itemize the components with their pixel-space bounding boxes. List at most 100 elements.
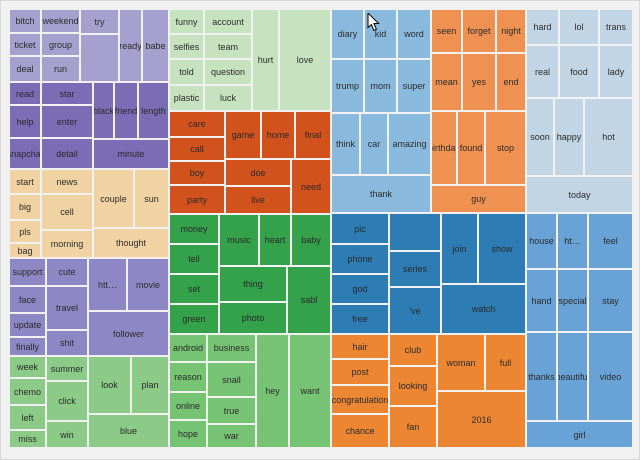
treemap-cell-cell[interactable]: cell: [41, 194, 93, 230]
treemap-cell-travel[interactable]: travel: [46, 286, 88, 330]
treemap-cell-win[interactable]: win: [46, 421, 88, 448]
treemap-cell-house[interactable]: house: [526, 213, 557, 269]
treemap-cell-funny[interactable]: funny: [169, 9, 204, 34]
treemap-cell-guy[interactable]: guy: [431, 185, 526, 213]
treemap-cell-snail[interactable]: snail: [207, 362, 256, 397]
treemap-cell-girl[interactable]: girl: [526, 421, 633, 448]
treemap-cell-morning[interactable]: morning: [41, 230, 93, 258]
treemap-cell-luck[interactable]: luck: [204, 85, 252, 111]
treemap-cell-group[interactable]: group: [41, 33, 80, 56]
treemap-cell-detail[interactable]: detail: [41, 138, 93, 169]
treemap-cell-pls[interactable]: pls: [9, 220, 41, 243]
treemap-cell-club[interactable]: club: [389, 334, 437, 366]
treemap-cell-ht[interactable]: ht…: [557, 213, 588, 269]
treemap-cell-music[interactable]: music: [219, 214, 259, 266]
treemap-cell-plan[interactable]: plan: [131, 356, 169, 414]
treemap-cell-need[interactable]: need: [291, 159, 331, 214]
treemap-cell-left[interactable]: left: [9, 405, 46, 430]
treemap-cell-real[interactable]: real: [526, 45, 559, 98]
treemap-cell-full[interactable]: full: [485, 334, 526, 391]
treemap-cell-blue[interactable]: blue: [88, 414, 169, 448]
treemap-cell-mom[interactable]: mom: [364, 59, 397, 113]
treemap-cell-thing[interactable]: thing: [219, 266, 287, 302]
treemap-cell-kid[interactable]: kid: [364, 9, 397, 59]
treemap-cell-fan[interactable]: fan: [389, 406, 437, 448]
treemap-cell-congratulation[interactable]: congratulation: [331, 385, 389, 414]
treemap-cell-mean[interactable]: mean: [431, 53, 462, 111]
treemap-cell-birthday[interactable]: birthday: [431, 111, 457, 185]
treemap-cell-chemo[interactable]: chemo: [9, 378, 46, 405]
treemap-cell-soon[interactable]: soon: [526, 98, 554, 176]
treemap-cell-plastic[interactable]: plastic: [169, 85, 204, 111]
treemap-cell-thanks[interactable]: thanks: [526, 332, 557, 421]
treemap-cell-beautiful[interactable]: beautiful: [557, 332, 588, 421]
treemap-cell-question[interactable]: question: [204, 59, 252, 85]
treemap-cell-think[interactable]: think: [331, 113, 360, 175]
treemap-cell-length[interactable]: length: [138, 82, 169, 139]
treemap-cell-miss[interactable]: miss: [9, 430, 46, 448]
treemap-cell-summer[interactable]: summer: [46, 356, 88, 381]
treemap-cell-snapchat[interactable]: snapchat: [9, 138, 41, 169]
treemap-cell-special[interactable]: special: [557, 269, 588, 332]
treemap-cell-home[interactable]: home: [261, 111, 295, 159]
treemap-cell-big[interactable]: big: [9, 194, 41, 220]
treemap-cell-hard[interactable]: hard: [526, 9, 559, 45]
treemap-cell-food[interactable]: food: [559, 45, 599, 98]
treemap-cell-update[interactable]: update: [9, 313, 46, 337]
treemap-cell-woman[interactable]: woman: [437, 334, 485, 391]
treemap-cell-support[interactable]: support: [9, 258, 46, 286]
treemap-cell-night[interactable]: night: [496, 9, 526, 53]
treemap-cell-account[interactable]: account: [204, 9, 252, 34]
treemap-cell-end[interactable]: end: [496, 53, 526, 111]
treemap-cell-thought[interactable]: thought: [93, 228, 169, 258]
treemap-cell-amazing[interactable]: amazing: [388, 113, 431, 175]
treemap-cell-care[interactable]: care: [169, 111, 225, 137]
treemap-cell-thank[interactable]: thank: [331, 175, 431, 213]
treemap-cell-read[interactable]: read: [9, 82, 41, 105]
treemap-cell-forget[interactable]: forget: [462, 9, 496, 53]
treemap-cell-party[interactable]: party: [169, 185, 225, 214]
treemap-cell-heart[interactable]: heart: [259, 214, 291, 266]
treemap-cell-2016[interactable]: 2016: [437, 391, 526, 448]
treemap-cell-weekend[interactable]: weekend: [41, 9, 80, 33]
treemap-cell-final[interactable]: final: [295, 111, 331, 159]
treemap-cell-diary[interactable]: diary: [331, 9, 364, 59]
treemap-cell-true[interactable]: true: [207, 397, 256, 424]
treemap-cell-enter[interactable]: enter: [41, 105, 93, 138]
treemap-cell-friend[interactable]: friend: [114, 82, 138, 139]
treemap-cell-feel[interactable]: feel: [588, 213, 633, 269]
treemap-cell-minute[interactable]: minute: [93, 139, 169, 169]
treemap-cell-series[interactable]: series: [389, 251, 441, 287]
treemap-cell-tell[interactable]: tell: [169, 244, 219, 274]
treemap-cell-trump[interactable]: trump: [331, 59, 364, 113]
treemap-cell-war[interactable]: war: [207, 424, 256, 448]
treemap-cell-stop[interactable]: stop: [485, 111, 526, 185]
treemap-cell-star[interactable]: star: [41, 82, 93, 105]
treemap-cell-deal[interactable]: deal: [9, 56, 41, 82]
treemap-cell-chance[interactable]: chance: [331, 414, 389, 448]
treemap-cell-online[interactable]: online: [169, 392, 207, 420]
treemap-cell-hair[interactable]: hair: [331, 334, 389, 359]
treemap-cell-free[interactable]: free: [331, 304, 389, 334]
treemap-cell-htt[interactable]: htt…: [88, 258, 127, 311]
treemap-cell-start[interactable]: start: [9, 169, 41, 194]
treemap-cell-doe[interactable]: doe: [225, 159, 291, 186]
treemap-cell-black[interactable]: black: [93, 82, 114, 139]
treemap-cell-hurt[interactable]: hurt: [252, 9, 279, 111]
treemap-cell-android[interactable]: android: [169, 334, 207, 362]
treemap-cell-news[interactable]: news: [41, 169, 93, 194]
treemap-cell-blank[interactable]: [80, 34, 119, 82]
treemap-cell-yes[interactable]: yes: [462, 53, 496, 111]
treemap-cell-video[interactable]: video: [588, 332, 633, 421]
treemap-cell-money[interactable]: money: [169, 214, 219, 244]
treemap-cell-happy[interactable]: happy: [554, 98, 584, 176]
treemap-cell-help[interactable]: help: [9, 105, 41, 138]
treemap-cell-lol[interactable]: lol: [559, 9, 599, 45]
treemap-cell-stay[interactable]: stay: [588, 269, 633, 332]
treemap-cell-selfies[interactable]: selfies: [169, 34, 204, 59]
treemap-cell-god[interactable]: god: [331, 274, 389, 304]
treemap-cell-call[interactable]: call: [169, 137, 225, 161]
treemap-cell-babe[interactable]: babe: [142, 9, 169, 82]
treemap-cell-phone[interactable]: phone: [331, 244, 389, 274]
treemap-cell-shit[interactable]: shit: [46, 330, 88, 356]
